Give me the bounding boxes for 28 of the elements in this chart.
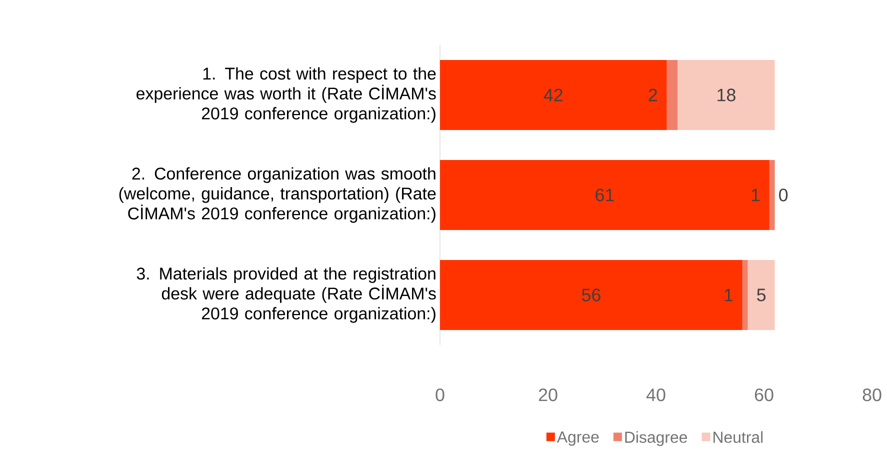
x-tick-label: 80 xyxy=(862,388,882,402)
bar xyxy=(678,60,775,130)
x-tick-label: 60 xyxy=(754,388,774,402)
data-label: 2 xyxy=(648,88,657,102)
data-label: 42 xyxy=(544,88,562,102)
bar xyxy=(440,160,770,230)
bar xyxy=(748,260,775,330)
data-label: 1 xyxy=(752,188,760,202)
y-tick-label: 3. Materials provided at the registration desk were adequate (Rate CİMAM's 2019 conference organization:) xyxy=(136,267,436,323)
bar xyxy=(769,160,775,230)
data-label: 5 xyxy=(757,288,766,302)
data-label: 61 xyxy=(596,188,614,202)
bar xyxy=(666,60,678,130)
x-tick-label: 0 xyxy=(436,388,444,402)
legend-label: Disagree xyxy=(625,431,688,446)
x-tick-label: 20 xyxy=(538,388,558,402)
x-tick-label: 40 xyxy=(646,388,666,402)
data-label: 0 xyxy=(779,188,788,202)
bar xyxy=(742,260,748,330)
bar xyxy=(440,260,742,330)
data-label: 56 xyxy=(582,288,600,302)
legend-label: Agree xyxy=(556,431,599,446)
y-tick-label: 1. The cost with respect to the experience was worth it (Rate CİMAM's 2019 conference organization:) xyxy=(136,67,436,123)
data-label: 18 xyxy=(718,88,736,102)
legend-label: Neutral xyxy=(714,431,763,443)
data-label: 1 xyxy=(724,288,733,302)
y-tick-label: 2. Conference organization was smooth (welcome, guidance, transportation) (Rate CİMAM's 2019 conference organization:) xyxy=(119,167,436,223)
bar xyxy=(440,60,667,130)
